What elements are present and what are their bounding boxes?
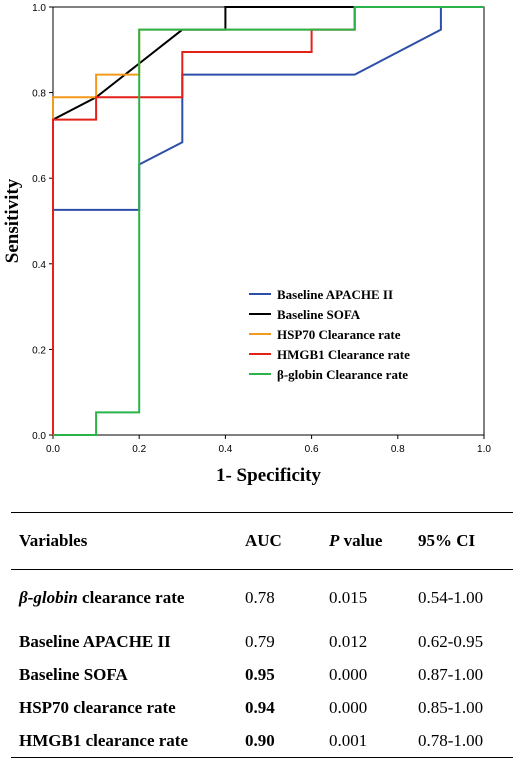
cell-ci: 0.87-1.00 [418,665,484,684]
table-body: β-globin clearance rate 0.78 0.015 0.54-1.0… [11,570,513,758]
cell-p-value: 0.000 [329,698,368,717]
x-axis-title: 1- Specificity [216,465,322,486]
roc-chart-svg: 0.0 0.2 0.4 0.6 0.8 1.0 0.0 0.2 0.4 0.6 0.8 1.0 1- … [2,3,491,486]
legend-label: HMGB1 Clearance rate [277,347,410,362]
cell-p-value: 0.000 [329,665,368,684]
x-tick-label: 1.0 [477,444,491,455]
cell-p-value: 0.001 [329,724,418,758]
series-line-2 [52,6,484,435]
series-lines [52,6,484,436]
cell-auc: 0.95 [245,665,275,684]
cell-ci: 0.78-1.00 [418,724,513,758]
cell-ci: 0.85-1.00 [418,698,484,717]
plot-frame [52,6,485,436]
y-tick-label: 0.4 [32,260,46,271]
legend-label: HSP70 Clearance rate [277,327,401,342]
variable-label: clearance rate [77,587,185,607]
header-p-letter: P [329,531,340,550]
series-line-1 [52,6,484,435]
table-row: Baseline APACHE II 0.79 0.012 0.62-0.95 [11,626,513,659]
table-row: HSP70 clearance rate 0.94 0.000 0.85-1.00 [11,692,513,725]
axis-ticks: 0.0 0.2 0.4 0.6 0.8 1.0 0.0 0.2 0.4 0.6 0.8 1.0 [32,3,491,455]
header-p-rest: value [339,531,383,550]
x-tick-label: 0.2 [132,444,146,455]
y-tick-label: 0.8 [32,89,46,100]
y-tick-label: 1.0 [32,3,46,14]
x-tick-label: 0.0 [46,444,60,455]
cell-variable: Baseline SOFA [11,659,245,692]
cell-auc: 0.90 [245,724,329,758]
cell-variable: β-globin clearance rate [11,570,245,626]
table-header-row: Variables AUC P value 95% CI [11,512,513,570]
table-row: β-globin clearance rate 0.78 0.015 0.54-1.0… [11,570,513,626]
cell-ci: 0.62-0.95 [418,632,484,651]
variable-label: Baseline APACHE II [19,632,171,651]
header-ci: 95% CI [418,512,513,570]
legend-label: Baseline SOFA [277,307,361,322]
y-tick-label: 0.0 [32,431,46,442]
cell-auc: 0.78 [245,587,275,607]
cell-p-value: 0.015 [329,587,368,607]
results-table: Variables AUC P value 95% CI β-globin cl… [11,512,513,758]
legend-label: Baseline APACHE II [277,287,393,302]
x-tick-label: 0.8 [391,444,405,455]
cell-variable: Baseline APACHE II [11,626,245,659]
cell-ci: 0.54-1.00 [418,587,484,607]
roc-chart: 0.0 0.2 0.4 0.6 0.8 1.0 0.0 0.2 0.4 0.6 0.8 1.0 1- … [2,3,491,486]
header-variables: Variables [11,512,245,570]
cell-variable: HSP70 clearance rate [11,692,245,725]
cell-p-value: 0.012 [329,632,368,651]
legend: Baseline APACHE II Baseline SOFA HSP70 Cle… [249,287,410,382]
variable-label: HMGB1 clearance rate [19,730,188,750]
legend-label: β-globin Clearance rate [277,367,408,382]
series-line-3 [52,6,484,435]
y-tick-label: 0.2 [32,345,46,356]
series-line-0 [52,6,484,435]
cell-auc: 0.79 [245,632,275,651]
y-axis-title: Sensitivity [2,178,23,263]
table-row: HMGB1 clearance rate 0.90 0.001 0.78-1.00 [11,724,513,758]
variable-label: Baseline SOFA [19,665,128,684]
variable-italic-part: β-globin [19,587,78,607]
cell-variable: HMGB1 clearance rate [11,724,245,758]
header-p-value: P value [329,512,418,570]
x-tick-label: 0.6 [305,444,319,455]
variable-label: HSP70 clearance rate [19,698,176,717]
header-auc: AUC [245,512,329,570]
series-line-4 [53,6,484,436]
x-tick-label: 0.4 [218,444,232,455]
y-tick-label: 0.6 [32,174,46,185]
cell-auc: 0.94 [245,698,275,717]
table-row: Baseline SOFA 0.95 0.000 0.87-1.00 [11,659,513,692]
